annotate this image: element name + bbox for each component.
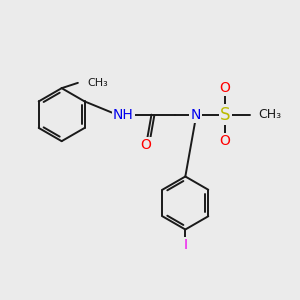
Text: O: O bbox=[140, 138, 151, 152]
Text: CH₃: CH₃ bbox=[87, 78, 108, 88]
Text: NH: NH bbox=[113, 108, 134, 122]
Text: N: N bbox=[190, 108, 201, 122]
Text: S: S bbox=[220, 106, 230, 124]
Text: O: O bbox=[220, 134, 230, 148]
Text: CH₃: CH₃ bbox=[258, 108, 281, 121]
Text: O: O bbox=[220, 81, 230, 95]
Text: I: I bbox=[183, 238, 187, 252]
